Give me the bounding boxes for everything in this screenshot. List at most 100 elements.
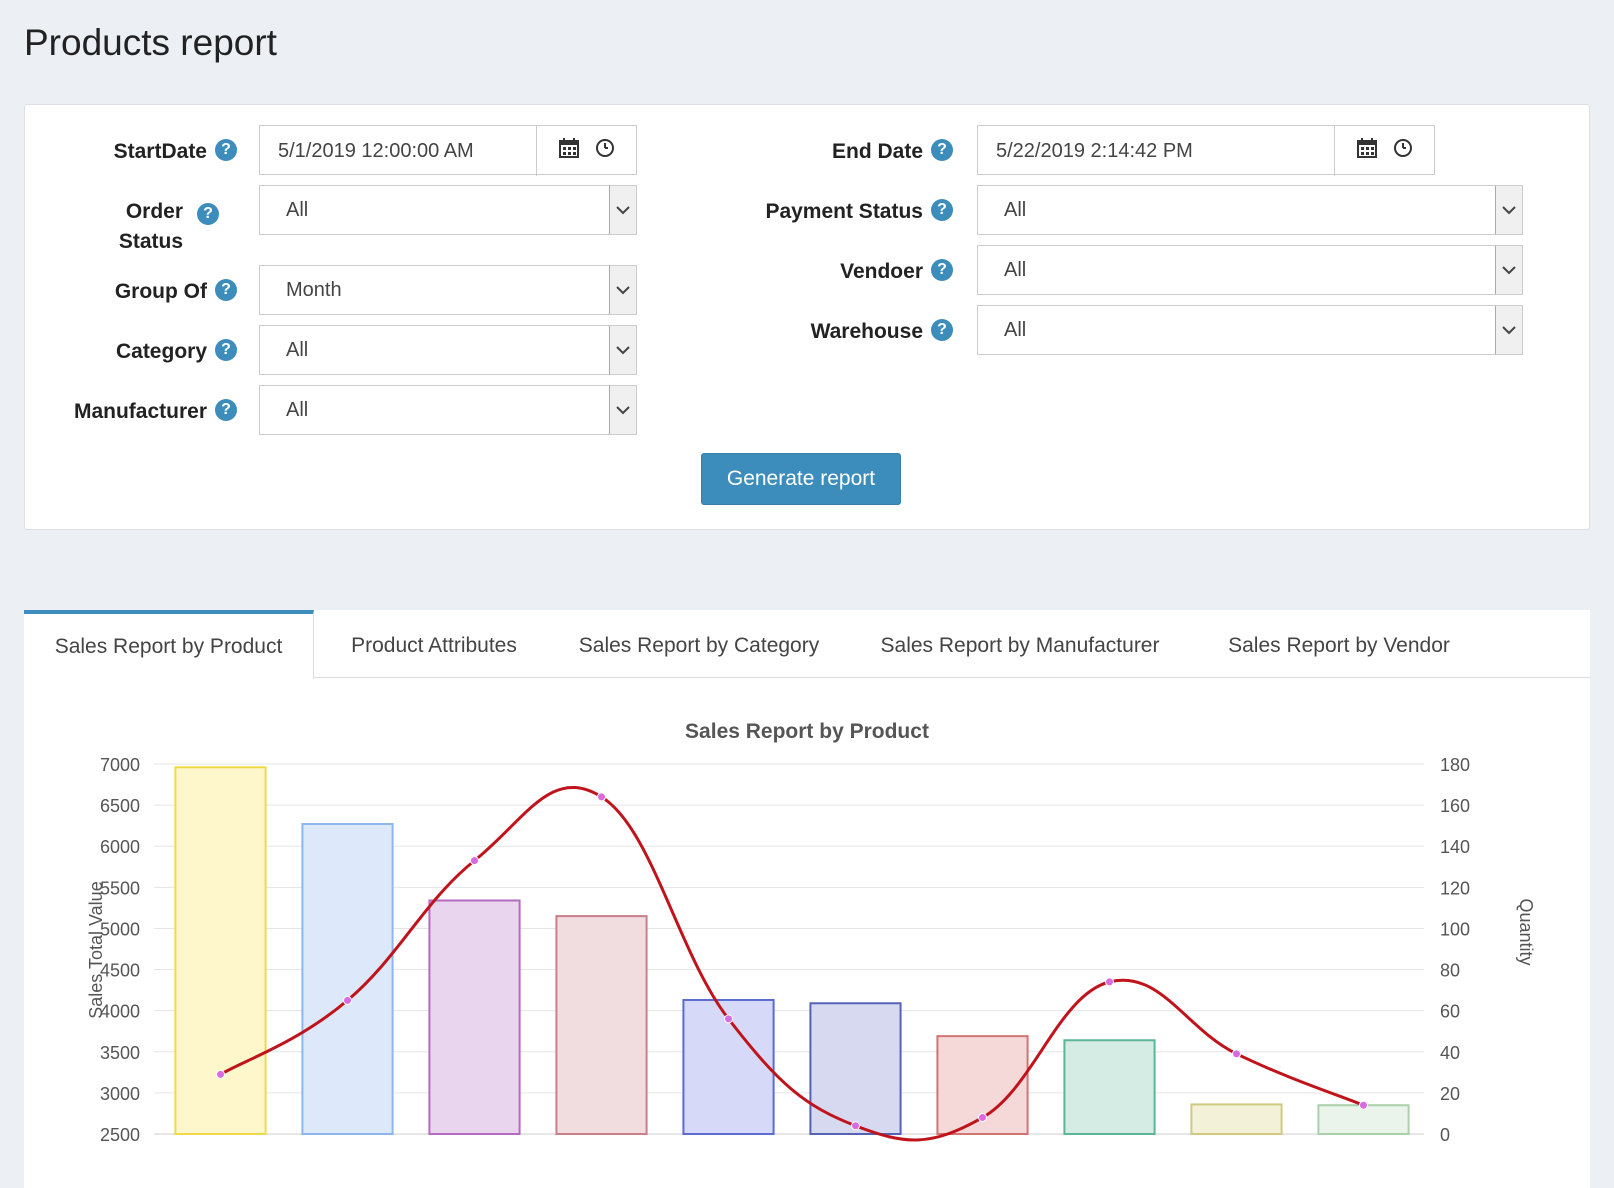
chevron-down-icon[interactable] bbox=[1495, 306, 1522, 354]
help-icon[interactable]: ? bbox=[215, 339, 237, 362]
chart-bar bbox=[1317, 1104, 1410, 1136]
chevron-down-icon[interactable] bbox=[609, 386, 636, 434]
warehouse-label: Warehouse? bbox=[725, 317, 953, 347]
payment-status-label: Payment Status? bbox=[705, 197, 953, 227]
chevron-down-icon[interactable] bbox=[609, 186, 636, 234]
calendar-icon[interactable] bbox=[558, 137, 580, 165]
chevron-down-icon[interactable] bbox=[609, 266, 636, 314]
vendor-value: All bbox=[1004, 259, 1027, 281]
y2-tick-label: 120 bbox=[1440, 878, 1470, 898]
end-date-label: End Date? bbox=[725, 137, 953, 167]
y2-tick-label: 160 bbox=[1440, 796, 1470, 816]
vendor-label-text: Vendoer bbox=[840, 260, 923, 283]
tab-product-attributes[interactable]: Product Attributes bbox=[351, 634, 517, 657]
quantity-point bbox=[978, 1113, 987, 1123]
help-icon[interactable]: ? bbox=[197, 203, 219, 225]
y2-tick-label: 20 bbox=[1440, 1084, 1460, 1104]
category-select[interactable]: All bbox=[259, 325, 637, 375]
payment-status-select[interactable]: All bbox=[977, 185, 1523, 235]
chart-ticks: 7000 6500 6000 5500 5000 4500 4000 3500 3000 2500… bbox=[100, 755, 1470, 1145]
chevron-down-icon[interactable] bbox=[1495, 246, 1522, 294]
quantity-point bbox=[216, 1069, 225, 1079]
end-date-field[interactable]: 5/22/2019 2:14:42 PM bbox=[977, 125, 1435, 176]
manufacturer-label: Manufacturer? bbox=[25, 397, 237, 427]
warehouse-select[interactable]: All bbox=[977, 305, 1523, 355]
y-tick-label: 3500 bbox=[100, 1043, 140, 1063]
page-title: Products report bbox=[24, 22, 277, 63]
end-date-addon bbox=[1334, 126, 1434, 176]
quantity-point bbox=[597, 792, 606, 802]
help-icon[interactable]: ? bbox=[931, 199, 953, 222]
help-icon[interactable]: ? bbox=[215, 139, 237, 162]
quantity-line bbox=[219, 785, 1365, 1142]
help-icon[interactable]: ? bbox=[931, 139, 953, 162]
clock-icon[interactable] bbox=[1393, 138, 1413, 164]
chart-bar bbox=[555, 915, 648, 1135]
chart-bar bbox=[428, 899, 521, 1135]
end-date-label-text: End Date bbox=[831, 140, 923, 163]
quantity-point bbox=[1105, 977, 1114, 987]
quantity-point bbox=[851, 1121, 860, 1131]
quantity-point bbox=[470, 856, 479, 866]
y2-axis-label: Quantity bbox=[1516, 898, 1536, 965]
chart-bar bbox=[174, 766, 267, 1136]
quantity-point bbox=[1232, 1049, 1241, 1059]
end-date-value[interactable]: 5/22/2019 2:14:42 PM bbox=[996, 140, 1193, 162]
manufacturer-label-text: Manufacturer bbox=[73, 400, 207, 423]
chart-bar bbox=[1190, 1103, 1283, 1135]
y-tick-label: 7000 bbox=[100, 755, 140, 775]
category-label: Category? bbox=[25, 337, 237, 367]
y-tick-label: 6000 bbox=[100, 837, 140, 857]
sales-chart: Sales Report by Product Sales Total Valu… bbox=[86, 720, 1536, 1145]
category-value: All bbox=[286, 339, 309, 361]
tab-sales-by-manufacturer[interactable]: Sales Report by Manufacturer bbox=[880, 634, 1160, 657]
group-of-label-text: Group Of bbox=[114, 280, 207, 303]
tab-sales-by-category[interactable]: Sales Report by Category bbox=[578, 634, 820, 657]
chevron-down-icon[interactable] bbox=[609, 326, 636, 374]
y2-tick-label: 80 bbox=[1440, 961, 1460, 981]
vendor-select[interactable]: All bbox=[977, 245, 1523, 295]
chart-bars bbox=[174, 766, 1410, 1136]
y2-tick-label: 60 bbox=[1440, 1002, 1460, 1022]
y-tick-label: 5500 bbox=[100, 878, 140, 898]
start-date-label: StartDate? bbox=[25, 137, 237, 167]
help-icon[interactable]: ? bbox=[931, 319, 953, 342]
tab-sales-by-product[interactable]: Sales Report by Product bbox=[24, 610, 314, 679]
tab-sales-by-vendor[interactable]: Sales Report by Vendor bbox=[1228, 634, 1450, 657]
filter-panel: StartDate? 5/1/2019 12:00:00 AM End Date… bbox=[24, 104, 1590, 530]
manufacturer-value: All bbox=[286, 399, 309, 421]
order-status-label-line2: Status bbox=[118, 230, 183, 253]
start-date-addon bbox=[536, 126, 636, 176]
order-status-label-line1: Order bbox=[125, 200, 183, 223]
chevron-down-icon[interactable] bbox=[1495, 186, 1522, 234]
report-tabs-panel: Sales Report by Product Product Attribut… bbox=[24, 610, 1590, 1188]
manufacturer-select[interactable]: All bbox=[259, 385, 637, 435]
order-status-select[interactable]: All bbox=[259, 185, 637, 235]
start-date-field[interactable]: 5/1/2019 12:00:00 AM bbox=[259, 125, 637, 176]
y-axis-label: Sales Total Value bbox=[86, 881, 106, 1018]
y-tick-label: 5000 bbox=[100, 919, 140, 939]
calendar-icon[interactable] bbox=[1356, 137, 1378, 165]
y-tick-label: 4000 bbox=[100, 1002, 140, 1022]
group-of-value: Month bbox=[286, 279, 342, 301]
order-status-value: All bbox=[286, 199, 309, 221]
chart-bar bbox=[301, 823, 394, 1135]
y2-tick-label: 100 bbox=[1440, 919, 1470, 939]
warehouse-label-text: Warehouse bbox=[810, 320, 923, 343]
chart-title: Sales Report by Product bbox=[685, 720, 929, 743]
warehouse-value: All bbox=[1004, 319, 1027, 341]
y2-tick-label: 140 bbox=[1440, 837, 1470, 857]
y-tick-label: 6500 bbox=[100, 796, 140, 816]
start-date-value[interactable]: 5/1/2019 12:00:00 AM bbox=[278, 140, 474, 162]
y-tick-label: 3000 bbox=[100, 1084, 140, 1104]
y2-tick-label: 40 bbox=[1440, 1043, 1460, 1063]
help-icon[interactable]: ? bbox=[215, 399, 237, 422]
help-icon[interactable]: ? bbox=[215, 279, 237, 302]
start-date-label-text: StartDate bbox=[113, 140, 207, 163]
vendor-label: Vendoer? bbox=[725, 257, 953, 287]
clock-icon[interactable] bbox=[595, 138, 615, 164]
chart-bar bbox=[809, 1002, 902, 1135]
generate-report-button[interactable]: Generate report bbox=[701, 453, 901, 505]
group-of-select[interactable]: Month bbox=[259, 265, 637, 315]
help-icon[interactable]: ? bbox=[931, 259, 953, 282]
